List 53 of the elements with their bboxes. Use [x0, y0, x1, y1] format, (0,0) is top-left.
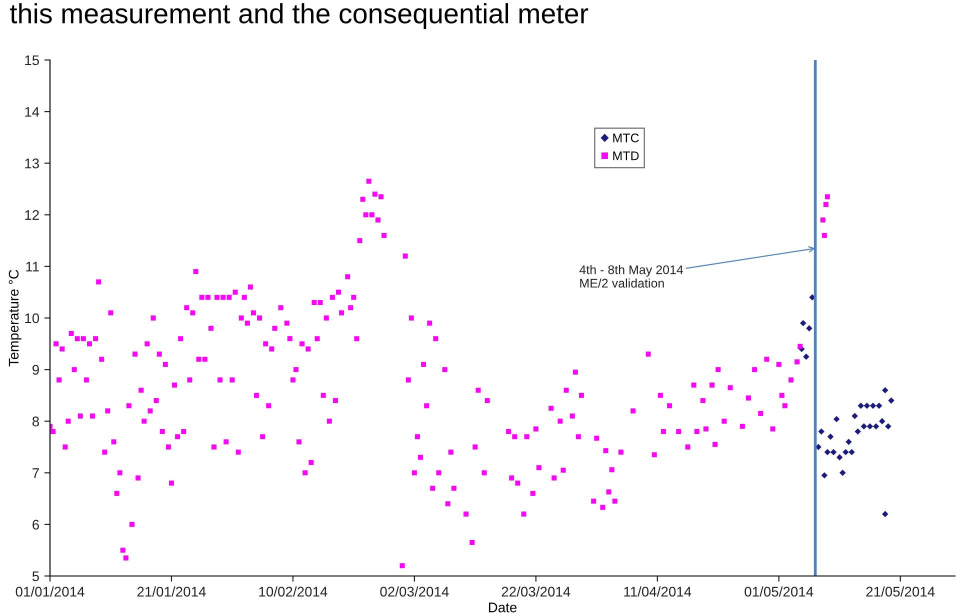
x-tick-label: 21/01/2014 — [137, 586, 206, 597]
legend-label: MTD — [613, 152, 639, 160]
y-tick-label: 5 — [32, 571, 39, 582]
point — [824, 449, 831, 456]
point — [803, 354, 810, 360]
point — [821, 472, 828, 479]
point — [852, 412, 858, 420]
point — [860, 423, 868, 430]
point — [800, 320, 806, 326]
y-tick-label: 15 — [25, 55, 40, 66]
x-tick-label: 11/04/2014 — [624, 586, 692, 597]
point — [839, 470, 846, 476]
y-tick-label: 8 — [32, 416, 39, 426]
y-tick-label: 13 — [25, 158, 39, 168]
chart-title: this measurement and the consequential meter — [10, 3, 588, 29]
y-axis-title: Temperature °C — [8, 270, 22, 366]
point — [848, 449, 855, 456]
point — [888, 397, 894, 404]
point — [866, 423, 874, 430]
point — [836, 454, 843, 460]
point — [858, 402, 864, 409]
annotation: 4th - 8th May 2014 ME/2 validation — [579, 265, 684, 288]
point — [818, 428, 825, 435]
point — [833, 416, 840, 422]
x-tick-label: 22/03/2014 — [502, 586, 570, 597]
y-tick-label: 6 — [32, 520, 39, 530]
point — [882, 510, 888, 518]
point — [864, 402, 870, 409]
y-tick-label: 7 — [32, 468, 39, 478]
point — [878, 418, 886, 424]
y-tick-label: 12 — [25, 210, 39, 220]
y-tick-label: 11 — [26, 262, 39, 272]
point — [854, 428, 861, 435]
x-tick-label: 02/03/2014 — [380, 586, 449, 597]
point — [846, 438, 852, 445]
x-axis-title: Date — [488, 602, 517, 612]
point — [830, 449, 837, 456]
x-tick-label: 21/05/2014 — [866, 586, 935, 597]
point — [842, 449, 849, 456]
legend-label: MTC — [613, 134, 639, 142]
x-tick-label: 10/02/2014 — [259, 586, 328, 597]
x-tick-label: 01/01/2014 — [16, 586, 84, 597]
point — [882, 387, 888, 394]
x-tick-label: 01/05/2014 — [744, 586, 814, 597]
y-tick-label: 9 — [32, 364, 39, 375]
point — [806, 325, 812, 332]
point — [827, 434, 834, 440]
y-tick-label: 10 — [25, 313, 40, 324]
point — [885, 423, 892, 430]
point — [876, 402, 882, 409]
point — [870, 402, 876, 409]
y-tick-label: 14 — [25, 107, 40, 117]
point — [872, 423, 880, 430]
